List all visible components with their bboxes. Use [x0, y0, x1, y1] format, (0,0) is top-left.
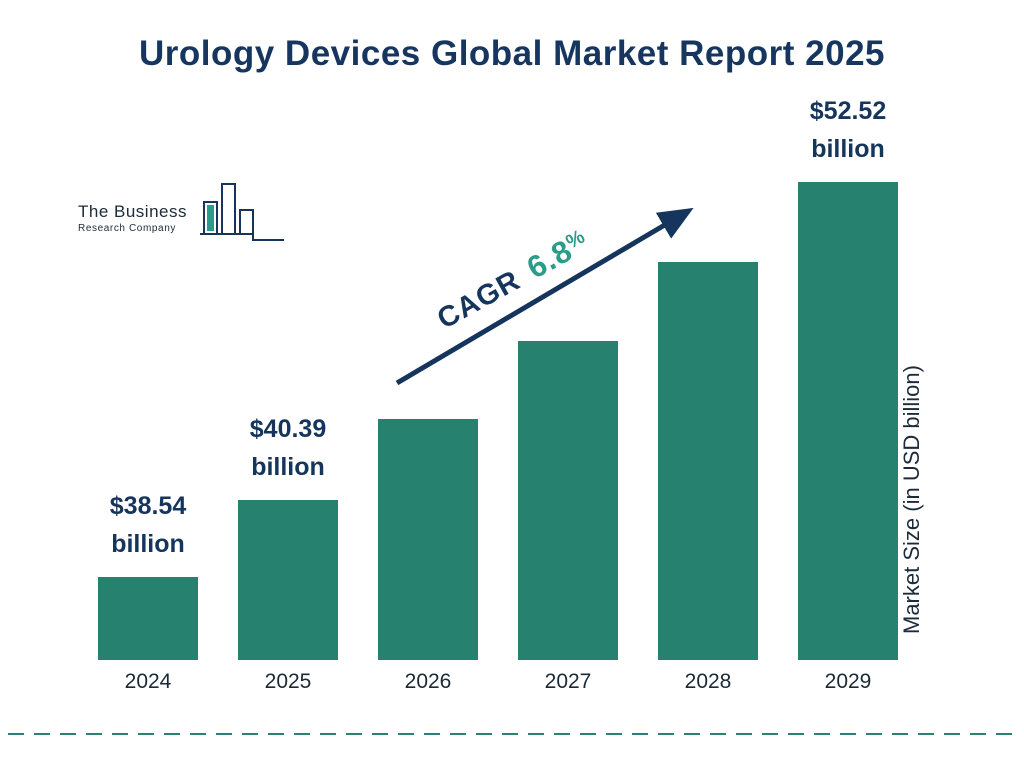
- bottom-dashed-divider: [8, 733, 1016, 735]
- bar-value-unit: billion: [811, 135, 885, 163]
- bar-value-unit: billion: [251, 453, 325, 481]
- bar-value-unit: billion: [111, 530, 185, 558]
- bar-year-label: 2025: [264, 670, 312, 693]
- bar-group: $40.39 billion 2025: [218, 415, 358, 693]
- bar-year-label: 2024: [124, 670, 172, 693]
- bar-value-label: $52.52 billion: [778, 92, 918, 168]
- bar-year-label: 2026: [404, 670, 452, 693]
- y-axis-label: Market Size (in USD billion): [899, 365, 924, 635]
- company-subname: Research Company: [78, 223, 176, 234]
- bar-value-amount: $40.39: [249, 415, 327, 443]
- bar-value-label: $38.54 billion: [78, 487, 218, 563]
- bar-year-label: 2029: [824, 670, 872, 693]
- bar-group: $38.54 billion 2024: [78, 492, 218, 693]
- bar-value-amount: $52.52: [809, 97, 887, 125]
- bar-group: 2028: [638, 262, 778, 693]
- bar-chart: $38.54 billion 2024 $40.39 billion 2025 …: [78, 97, 918, 693]
- bar-group: $52.52 billion 2029: [778, 97, 918, 693]
- bar: [238, 500, 338, 660]
- bar-group: 2027: [498, 341, 638, 693]
- bar: [798, 182, 898, 660]
- page-title: Urology Devices Global Market Report 202…: [138, 34, 886, 73]
- bar-group: 2026: [358, 419, 498, 693]
- bar: [518, 341, 618, 660]
- bar-value-amount: $38.54: [109, 492, 187, 520]
- company-logo: The Business Research Company: [70, 180, 290, 250]
- bar: [658, 262, 758, 660]
- bar: [98, 577, 198, 660]
- company-logo-text: The Business Research Company: [78, 202, 187, 234]
- growth-arrow: [395, 207, 694, 386]
- bar-value-label: $40.39 billion: [218, 410, 358, 486]
- bar-year-label: 2028: [684, 670, 732, 693]
- bar-year-label: 2027: [544, 670, 592, 693]
- company-logo-icon: [198, 180, 288, 255]
- company-name: The Business: [78, 202, 187, 221]
- bar: [378, 419, 478, 660]
